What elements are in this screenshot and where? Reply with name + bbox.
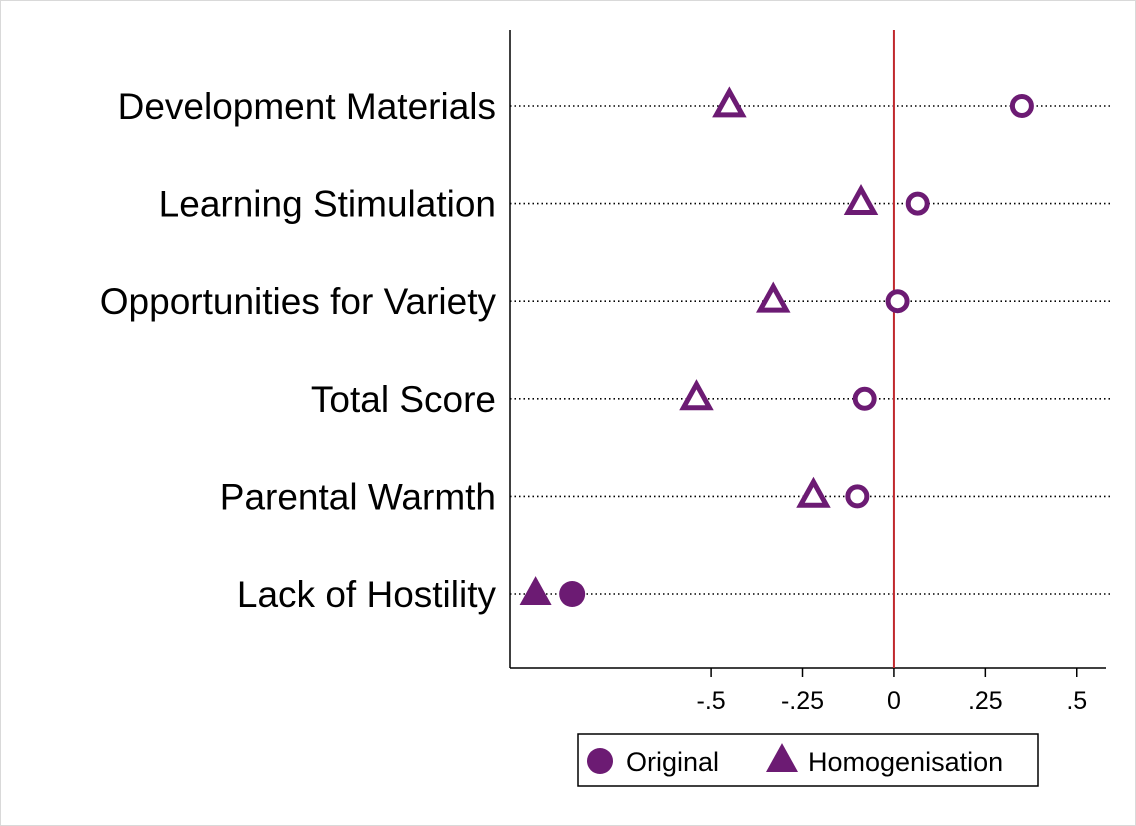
- x-tick-label: -.5: [697, 687, 726, 715]
- category-gridlines: [510, 105, 1110, 595]
- original-marker: [852, 386, 877, 411]
- homogenisation-marker: [796, 476, 831, 508]
- legend: Original Homogenisation: [577, 733, 1039, 787]
- homogenisation-marker: [519, 576, 552, 605]
- original-marker: [559, 581, 586, 607]
- legend-homogenisation-symbol: [766, 743, 798, 772]
- category-label: Opportunities for Variety: [100, 281, 497, 322]
- x-tick-label: 0: [887, 687, 901, 715]
- category-labels: Development Materials Learning Stimulatio…: [100, 86, 497, 615]
- legend-label: Homogenisation: [808, 747, 1003, 777]
- original-marker: [845, 484, 870, 509]
- original-marker: [905, 191, 930, 216]
- category-label: Lack of Hostility: [237, 574, 497, 615]
- category-label: Learning Stimulation: [159, 184, 496, 225]
- homogenisation-marker: [756, 281, 791, 313]
- homogenisation-marker: [712, 86, 747, 118]
- legend-box: [577, 733, 1039, 787]
- original-marker: [885, 289, 910, 314]
- homogenisation-marker: [679, 379, 714, 411]
- legend-label: Original: [626, 747, 719, 777]
- original-marker: [1009, 94, 1034, 118]
- category-label: Development Materials: [118, 86, 496, 127]
- legend-original-symbol: [587, 748, 613, 774]
- x-axis-ticks: -.5 -.25 0 .25 .5: [697, 668, 1087, 715]
- x-tick-label: .5: [1066, 687, 1087, 715]
- data-markers: [519, 86, 1034, 607]
- x-tick-label: .25: [968, 687, 1003, 715]
- x-tick-label: -.25: [781, 687, 824, 715]
- category-label: Parental Warmth: [220, 476, 496, 517]
- category-label: Total Score: [311, 379, 496, 420]
- homogenisation-marker: [843, 183, 879, 215]
- legend-items: Original Homogenisation: [587, 743, 1003, 777]
